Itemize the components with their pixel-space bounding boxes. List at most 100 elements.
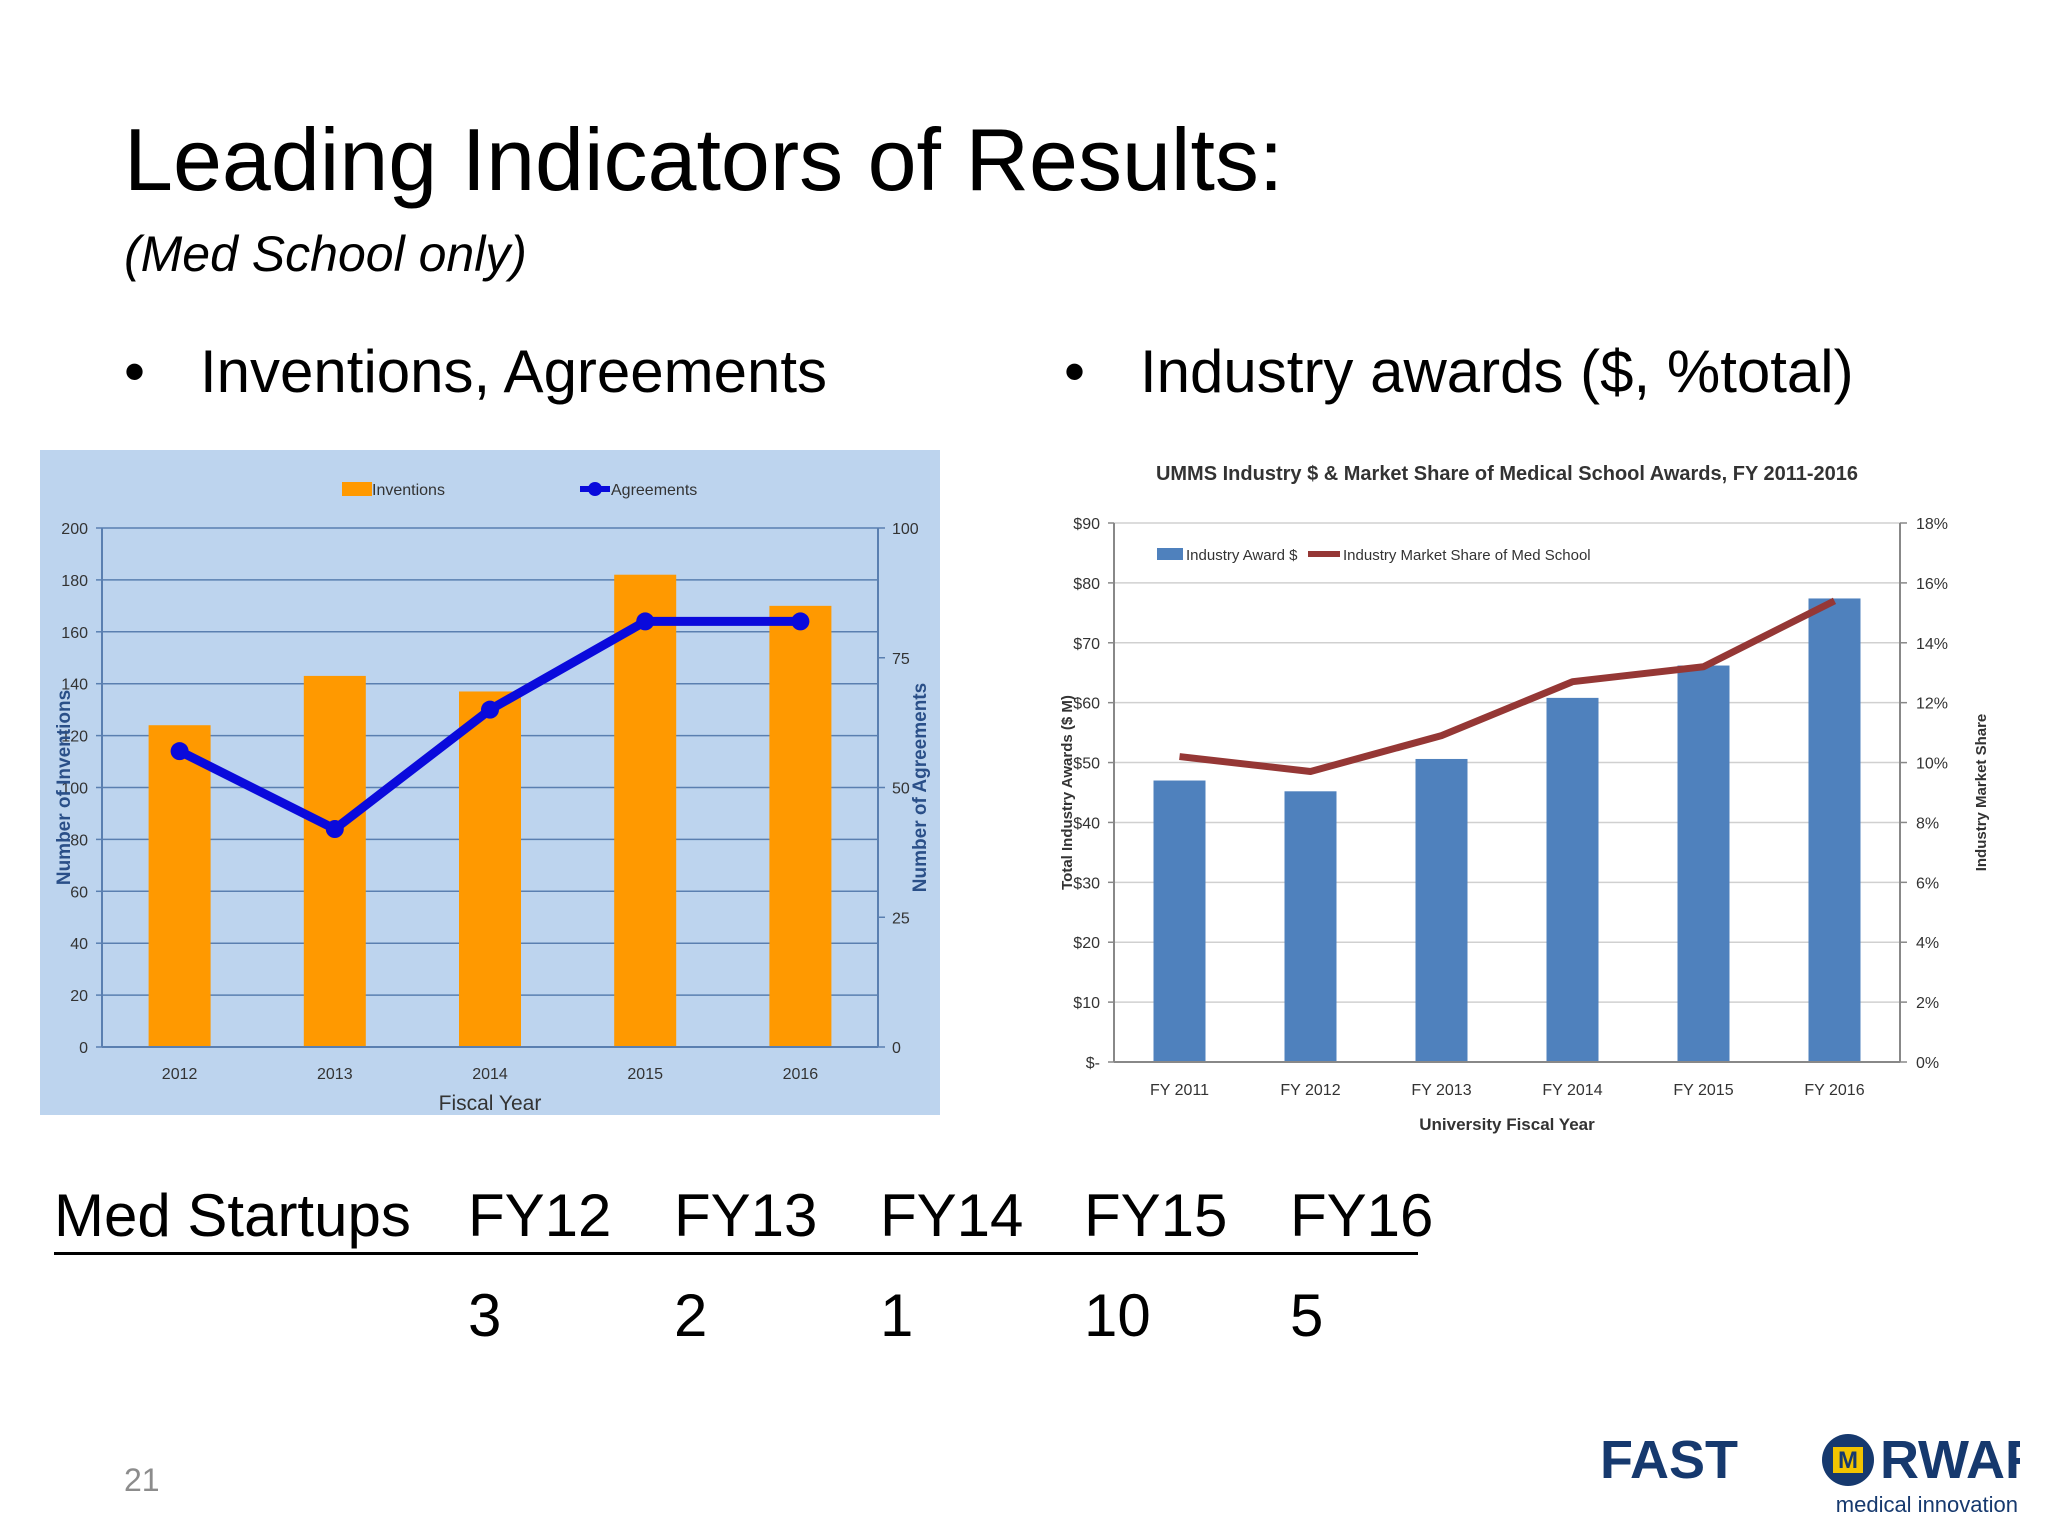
x-tick-label: 2012 <box>162 1066 198 1083</box>
med-startups-table: Med Startups FY12 FY13 FY14 FY15 FY16 3 … <box>54 1180 1433 1360</box>
logo-badge: M <box>1822 1434 1874 1486</box>
y2-tick-label: 10% <box>1916 756 1948 773</box>
logo-badge-letter: M <box>1838 1447 1858 1474</box>
y2-tick-label: 14% <box>1916 636 1948 653</box>
bar-industry-award <box>1153 780 1206 1062</box>
y2-tick-label: 100 <box>892 521 919 538</box>
legend-label-market-share: Industry Market Share of Med School <box>1343 547 1591 564</box>
legend-swatch-industry-award <box>1157 548 1183 560</box>
y2-tick-label: 2% <box>1916 995 1939 1012</box>
logo-text-fast: FAST <box>1600 1430 1738 1490</box>
y2-tick-label: 75 <box>892 651 910 668</box>
x-tick-label: FY 2011 <box>1150 1082 1209 1099</box>
bar-industry-award <box>1284 791 1337 1062</box>
legend: Inventions Agreements <box>342 482 697 499</box>
legend-swatch-inventions <box>342 482 372 496</box>
y2-tick-label: 25 <box>892 910 910 927</box>
bullet-text: Industry awards ($, %total) <box>1140 338 1854 405</box>
x-axis-label: University Fiscal Year <box>1419 1115 1595 1134</box>
bars <box>1153 598 1861 1062</box>
tick-labels: 0 20 40 60 80 100 120 140 160 180 200 0 25 50 75 100 201… <box>61 521 919 1083</box>
grid <box>1114 522 1900 1063</box>
point-agreements <box>325 820 344 839</box>
y2-tick-label: 8% <box>1916 815 1939 832</box>
legend: Industry Award $ Industry Market Share of… <box>1157 547 1591 564</box>
x-tick-label: FY 2012 <box>1280 1082 1340 1099</box>
y-tick-label: 180 <box>61 573 88 590</box>
y-tick-label: 100 <box>61 781 88 798</box>
startup-count: 10 <box>1084 1282 1151 1349</box>
point-agreements <box>481 700 499 719</box>
y2-tick-label: 50 <box>892 781 910 798</box>
y-axis-label: Total Industry Awards ($ M) <box>1059 695 1076 890</box>
bar-inventions <box>769 605 832 1047</box>
y-axis-label: Number of Inventions <box>54 690 75 885</box>
legend-label-agreements: Agreements <box>611 482 697 499</box>
y-tick-label: 120 <box>61 729 88 746</box>
x-axis-label: Fiscal Year <box>439 1092 542 1115</box>
startups-header-row: Med Startups FY12 FY13 FY14 FY15 FY16 <box>54 1180 1433 1252</box>
bullet-dot: • <box>1064 338 1086 405</box>
y-tick-label: $30 <box>1073 875 1100 892</box>
x-tick-label: 2016 <box>783 1066 819 1083</box>
x-tick-label: 2015 <box>627 1066 663 1083</box>
y2-tick-label: 4% <box>1916 935 1939 952</box>
startups-label: Med Startups <box>54 1182 411 1249</box>
bars <box>148 574 832 1047</box>
bullet-dot: • <box>124 338 146 405</box>
y2-axis-label: Industry Market Share <box>1973 714 1990 872</box>
y-tick-label: $20 <box>1073 935 1100 952</box>
startup-count: 1 <box>880 1282 914 1349</box>
bar-industry-award <box>1677 665 1730 1062</box>
x-tick-label: FY 2016 <box>1804 1082 1864 1099</box>
logo-tagline: medical innovation <box>1836 1492 2018 1517</box>
legend-label-inventions: Inventions <box>372 482 445 499</box>
y2-axis-label: Number of Agreements <box>910 683 931 892</box>
y-tick-label: $50 <box>1073 756 1100 773</box>
logo-badge-block <box>1833 1447 1863 1473</box>
y2-tick-label: 12% <box>1916 696 1948 713</box>
chart-title: UMMS Industry $ & Market Share of Medica… <box>1156 463 1858 485</box>
y-tick-label: $10 <box>1073 995 1100 1012</box>
year-header: FY13 <box>674 1182 818 1249</box>
fast-forward-logo: FAST M RWARD medical innovation <box>1600 1430 2020 1517</box>
axes <box>1108 522 1907 1063</box>
startups-count-row: 3 2 1 10 5 <box>54 1280 1418 1352</box>
x-tick-label: 2014 <box>472 1066 508 1083</box>
y-tick-label: 20 <box>70 988 88 1005</box>
y2-tick-label: 18% <box>1916 516 1948 533</box>
y-tick-label: $40 <box>1073 815 1100 832</box>
year-header: FY16 <box>1290 1182 1434 1249</box>
y-tick-label: 160 <box>61 625 88 642</box>
tick-labels: $- $10 $20 $30 $40 $50 $60 $70 $80 $90 0% 2% 4% 6% 8% 1… <box>1073 516 1948 1099</box>
line-market-share <box>1179 597 1837 776</box>
point-agreements <box>636 612 655 631</box>
year-header: FY15 <box>1084 1182 1228 1249</box>
year-header: FY12 <box>468 1182 612 1249</box>
y-tick-label: 0 <box>79 1040 88 1057</box>
y-tick-label: 80 <box>70 832 88 849</box>
bar-inventions <box>148 725 211 1047</box>
year-header: FY14 <box>880 1182 1024 1249</box>
bullet-text: Inventions, Agreements <box>200 338 828 405</box>
bar-inventions <box>303 675 366 1047</box>
y2-tick-label: 0 <box>892 1040 901 1057</box>
x-tick-label: FY 2014 <box>1542 1082 1602 1099</box>
startup-count: 3 <box>468 1282 502 1349</box>
legend-marker-agreements <box>588 482 602 496</box>
point-agreements <box>170 742 189 761</box>
series-line <box>170 612 810 839</box>
y2-tick-label: 6% <box>1916 875 1939 892</box>
y-tick-label: 200 <box>61 521 88 538</box>
legend-label-industry-award: Industry Award $ <box>1186 547 1298 564</box>
y-tick-label: $70 <box>1073 636 1100 653</box>
y-tick-label: 40 <box>70 936 88 953</box>
startup-count: 5 <box>1290 1282 1324 1349</box>
x-tick-label: FY 2013 <box>1411 1082 1471 1099</box>
page-number: 21 <box>124 1462 160 1498</box>
slide-subtitle: (Med School only) <box>124 226 527 282</box>
y2-tick-label: 16% <box>1916 576 1948 593</box>
series-line <box>1179 597 1837 776</box>
bar-industry-award <box>1415 758 1468 1062</box>
logo-text-rward: RWARD <box>1880 1430 2020 1490</box>
